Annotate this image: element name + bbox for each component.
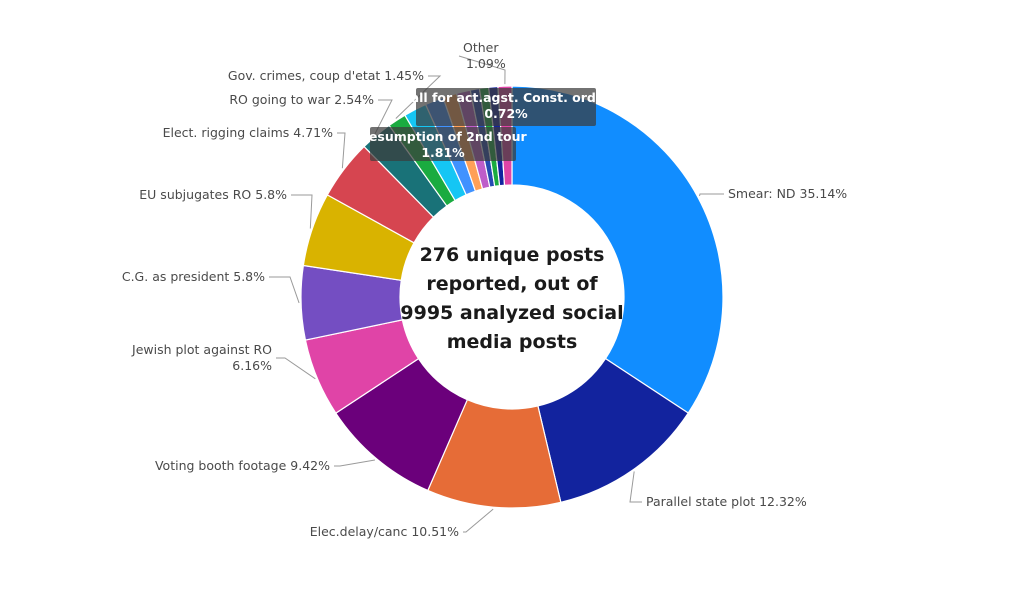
leader-line (291, 194, 313, 229)
leader-line (276, 357, 316, 380)
slice-label: Elect. rigging claims 4.71% (163, 125, 334, 140)
slice-label: EU subjugates RO 5.8% (139, 187, 287, 202)
slice-label: Elec.delay/canc 10.51% (310, 524, 459, 539)
donut-slices (300, 85, 724, 509)
tooltip-labels: Call for act.agst. Const. order 0.72% Resu… (359, 88, 611, 161)
leader-line (699, 193, 724, 197)
donut-slice[interactable] (511, 85, 724, 414)
slice-labels: Smear: ND 35.14% Parallel state plot 12.3… (122, 40, 847, 539)
tooltip-label: Resumption of 2nd tour 1.81% (359, 129, 527, 160)
slice-label: RO going to war 2.54% (229, 92, 374, 107)
slice-label: Other 1.09% (463, 40, 506, 71)
slice-label: Voting booth footage 9.42% (155, 458, 330, 473)
leader-line (463, 508, 494, 533)
tooltip-label: Call for act.agst. Const. order 0.72% (401, 90, 611, 121)
tooltip-box (416, 88, 596, 126)
leader-line (337, 132, 346, 169)
leader-line (395, 75, 442, 119)
slice-label: Smear: ND 35.14% (728, 186, 847, 201)
leader-lines (269, 55, 724, 533)
leader-line (374, 99, 393, 135)
slice-label: Parallel state plot 12.32% (646, 494, 807, 509)
slice-label: Jewish plot against RO 6.16% (131, 342, 272, 373)
leader-line (334, 459, 376, 467)
tooltip-box (370, 127, 516, 161)
leader-line (269, 276, 300, 304)
leader-line (458, 55, 506, 85)
leader-line (629, 471, 642, 503)
slice-label: Gov. crimes, coup d'etat 1.45% (228, 68, 424, 83)
center-text: 276 unique posts reported, out of 9995 ana… (400, 244, 623, 353)
slice-label: C.G. as president 5.8% (122, 269, 265, 284)
